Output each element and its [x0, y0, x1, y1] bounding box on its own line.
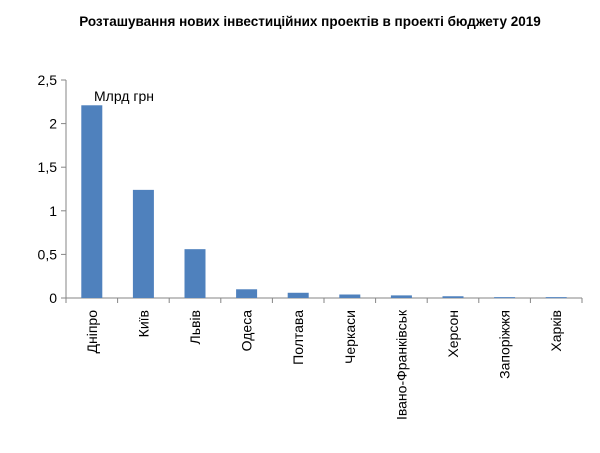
bar-8: [442, 296, 464, 298]
x-axis: [61, 297, 583, 303]
category-label: Дніпро: [84, 310, 100, 354]
category-labels: Дніпро Київ Львів Одеса Полтава Черкаси Івано-…: [84, 309, 564, 420]
chart-title: Розташування нових інвестиційних проекті…: [79, 14, 541, 29]
bar-1: [81, 105, 103, 299]
y-tick-label: 2,5: [38, 72, 58, 88]
bar-7: [390, 295, 412, 298]
bar-10: [545, 297, 567, 299]
bar-3: [184, 249, 206, 298]
category-label: Івано-Франківськ: [393, 309, 409, 420]
y-axis: 0 0,5 1 1,5 2 2,5: [38, 72, 67, 306]
category-label: Полтава: [290, 310, 306, 365]
y-tick-label: 1,5: [38, 159, 58, 175]
y-tick-label: 1: [49, 203, 57, 219]
category-label: Харків: [548, 310, 564, 352]
y-tick-label: 2: [49, 116, 57, 132]
category-label: Запоріжжя: [497, 310, 513, 379]
category-label: Київ: [135, 310, 151, 337]
y-tick-label: 0,5: [38, 246, 58, 262]
category-label: Одеса: [239, 310, 255, 352]
bar-9: [494, 297, 516, 299]
bar-4: [236, 289, 258, 298]
bars: [81, 105, 567, 299]
bar-6: [339, 294, 361, 298]
y-tick-label: 0: [49, 290, 57, 306]
category-label: Черкаси: [342, 310, 358, 364]
bar-2: [132, 189, 154, 298]
category-label: Херсон: [445, 310, 461, 358]
bar-5: [287, 292, 309, 298]
unit-annotation: Млрд грн: [94, 88, 154, 104]
category-label: Львів: [187, 310, 203, 344]
